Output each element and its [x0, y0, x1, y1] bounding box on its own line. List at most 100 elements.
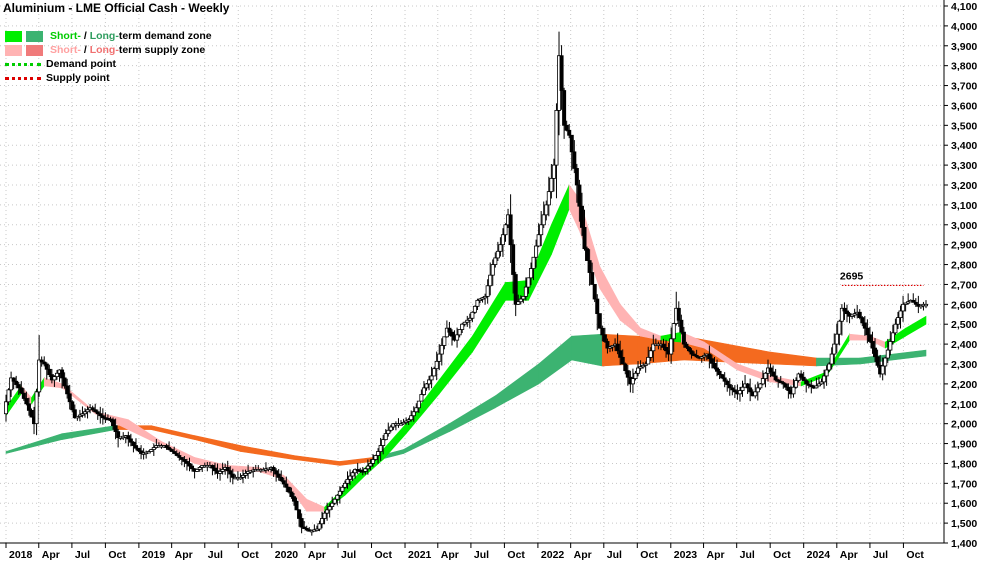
- price-bar-body: [646, 356, 651, 365]
- y-tick-label: 1,400: [951, 538, 977, 550]
- y-tick-label: 3,800: [951, 61, 977, 73]
- price-bar-body: [913, 301, 918, 305]
- price-bar-body: [274, 470, 279, 475]
- price-bar-body: [67, 393, 72, 403]
- y-tick-label: 2,400: [951, 339, 977, 351]
- y-tick-label: 1,800: [951, 458, 977, 470]
- price-bar-body: [730, 387, 735, 391]
- price-bar-body: [585, 248, 590, 261]
- legend-supply-point-label: Supply point: [46, 72, 110, 84]
- price-bar-body: [457, 329, 462, 336]
- price-bar-body: [791, 386, 796, 395]
- price-bar-body: [623, 363, 628, 372]
- price-bar-body: [388, 426, 393, 431]
- x-tick-label: Oct: [241, 549, 259, 561]
- price-bar-body: [732, 389, 737, 393]
- price-bar-body: [526, 277, 531, 288]
- price-bar-body: [860, 317, 865, 324]
- price-bar-body: [14, 380, 19, 385]
- y-tick-label: 3,300: [951, 160, 977, 172]
- price-bar-body: [513, 274, 518, 305]
- price-bar-body: [439, 345, 444, 355]
- price-bar-body: [225, 467, 230, 472]
- y-tick-label: 3,900: [951, 41, 977, 53]
- price-bar-body: [794, 380, 799, 388]
- price-bar-body: [707, 353, 712, 360]
- price-bar-body: [867, 334, 872, 342]
- price-bar-body: [592, 284, 597, 300]
- price-bar-body: [870, 341, 875, 349]
- x-tick-label: Oct: [773, 549, 791, 561]
- price-bar-body: [587, 260, 592, 273]
- price-bar-body: [508, 214, 513, 246]
- long-term-zone-segment: [495, 363, 539, 409]
- price-bar-body: [498, 244, 503, 252]
- price-bar-body: [429, 375, 434, 381]
- legend-sep-text: /: [80, 44, 90, 56]
- price-bar-body: [503, 224, 508, 236]
- price-bar-body: [411, 411, 416, 417]
- price-bar-body: [126, 435, 131, 440]
- x-tick-label: Jul: [474, 549, 489, 561]
- y-tick-label: 1,600: [951, 498, 977, 510]
- price-bar-body: [485, 285, 490, 297]
- price-bar-body: [6, 389, 11, 403]
- price-bar-body: [686, 347, 691, 352]
- y-tick-label: 1,700: [951, 478, 977, 490]
- price-bar-body: [325, 509, 330, 514]
- price-bar-body: [218, 470, 223, 474]
- long-term-zone-segment: [571, 333, 603, 367]
- x-tick-label: Jul: [873, 549, 888, 561]
- price-bar-body: [284, 483, 289, 488]
- price-bar-body: [745, 383, 750, 389]
- y-tick-label: 2,300: [951, 359, 977, 371]
- price-bar-body: [230, 473, 235, 478]
- price-bar-body: [595, 298, 600, 315]
- price-bar-body: [480, 297, 485, 300]
- long-term-zone-segment: [449, 395, 496, 433]
- price-bar-body: [113, 425, 118, 433]
- price-bar-body: [661, 343, 666, 348]
- long-term-zone-segment: [859, 349, 927, 365]
- price-bar-body: [534, 245, 539, 258]
- price-bar-body: [172, 451, 177, 454]
- price-bar-body: [564, 124, 569, 131]
- price-bar-body: [819, 381, 824, 385]
- price-bar-body: [276, 473, 281, 478]
- price-bar-body: [786, 386, 791, 391]
- price-bar-body: [62, 377, 67, 387]
- price-bar-body: [753, 391, 758, 397]
- price-bar-body: [493, 257, 498, 265]
- legend-rest-text: term supply zone: [118, 44, 206, 56]
- long-term-zone-segment: [61, 425, 116, 440]
- price-bar-body: [340, 486, 345, 492]
- price-bar-body: [883, 357, 888, 367]
- price-bar-body: [136, 447, 141, 452]
- x-tick-label: Jul: [75, 549, 90, 561]
- y-tick-label: 2,900: [951, 240, 977, 252]
- price-bar-body: [827, 363, 832, 371]
- price-bar-body: [500, 234, 505, 246]
- price-bar-body: [179, 457, 184, 460]
- price-bar-body: [748, 387, 753, 393]
- price-bar-body: [169, 449, 174, 452]
- chart-axes: 1,400 1,500 1,600 1,700 1,800 1,900 2,000 2,100…: [0, 0, 977, 561]
- price-bar-body: [383, 433, 388, 440]
- price-bar-body: [11, 377, 16, 382]
- y-tick-label: 2,000: [951, 419, 977, 431]
- price-bar-body: [651, 343, 656, 352]
- price-bar-body: [755, 387, 760, 393]
- x-tick-label: Jul: [740, 549, 755, 561]
- x-tick-label: Oct: [375, 549, 393, 561]
- price-bar-body: [771, 371, 776, 377]
- x-tick-label: Jul: [607, 549, 622, 561]
- short-demand-swatch: [5, 30, 22, 42]
- price-bar-body: [857, 311, 862, 318]
- price-bar-body: [625, 370, 630, 378]
- x-tick-label: Jul: [341, 549, 356, 561]
- price-bar-body: [228, 470, 233, 475]
- price-bar-body: [832, 343, 837, 355]
- price-bar-body: [139, 450, 144, 454]
- price-bar-body: [409, 415, 414, 421]
- x-tick-label: Apr: [308, 549, 326, 561]
